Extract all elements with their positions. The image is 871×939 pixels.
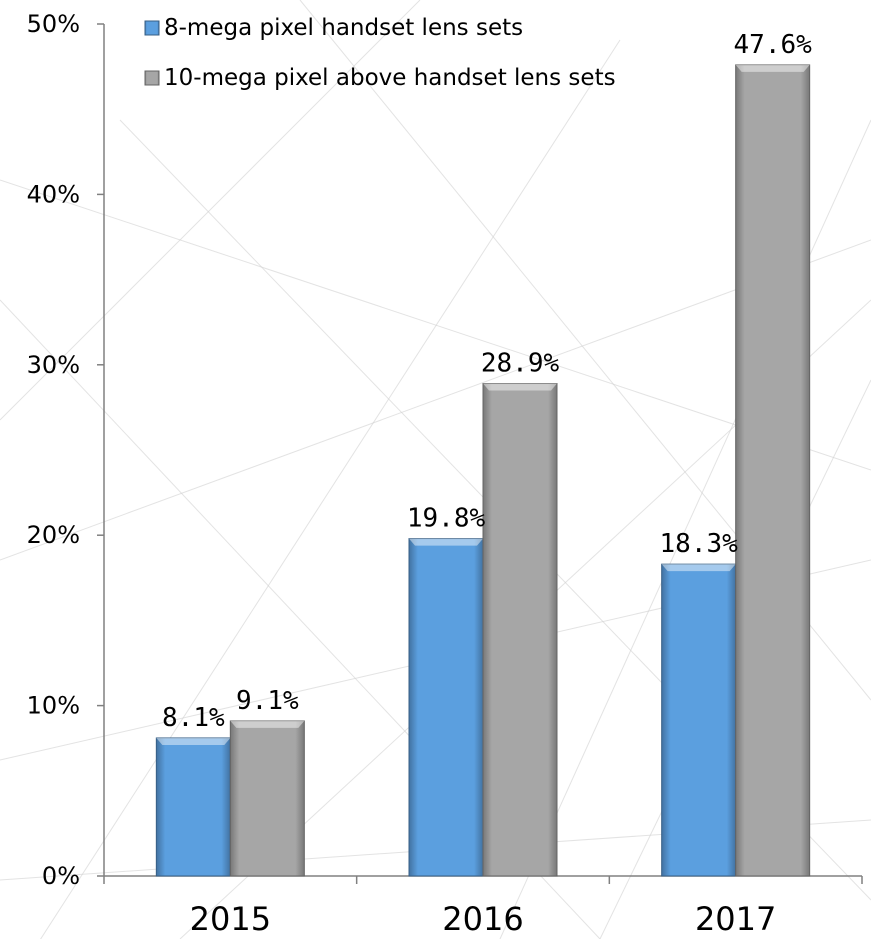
data-labels: 8.1% 9.1% 19.8% 28.9% 18.3% 47.6% [162,30,812,733]
data-label: 9.1% [236,686,299,716]
bars [155,64,811,877]
data-label: 8.1% [162,703,225,733]
bar-series2-2016 [482,383,558,877]
data-label: 47.6% [734,30,813,60]
legend-label: 10-mega pixel above handset lens sets [164,65,616,91]
background-line [0,0,421,421]
bar-bevel [409,538,483,546]
background-line [0,179,871,471]
data-label: 28.9% [481,349,560,379]
bar-bevel [156,737,231,745]
x-tick-label: 2017 [695,900,776,938]
bar-bevel [661,564,736,572]
bar-series1-2015 [155,737,231,877]
bar-bevel [483,383,557,391]
y-tick-label: 10% [27,692,80,720]
bar-series2-2015 [229,720,305,877]
y-tick-label: 50% [27,10,80,38]
legend: 8-mega pixel handset lens sets 10-mega pi… [144,15,616,91]
bar-bevel [230,720,305,728]
data-label: 18.3% [660,529,739,559]
bar-series1-2017 [661,563,737,877]
y-tick-label: 40% [27,180,80,208]
x-tick-label: 2015 [190,900,271,938]
background-line [0,239,871,561]
legend-swatch [144,70,160,86]
data-label: 19.8% [407,504,486,534]
y-tick-label: 0% [42,862,80,890]
bar-series1-2016 [408,538,484,877]
legend-label: 8-mega pixel handset lens sets [164,15,523,41]
bar-bevel [735,64,810,72]
background-line [40,39,621,939]
bar-series2-2017 [735,64,811,877]
x-tick-label: 2016 [442,900,523,938]
legend-swatch [144,20,160,36]
y-tick-label: 30% [27,351,80,379]
y-tick-label: 20% [27,521,80,549]
